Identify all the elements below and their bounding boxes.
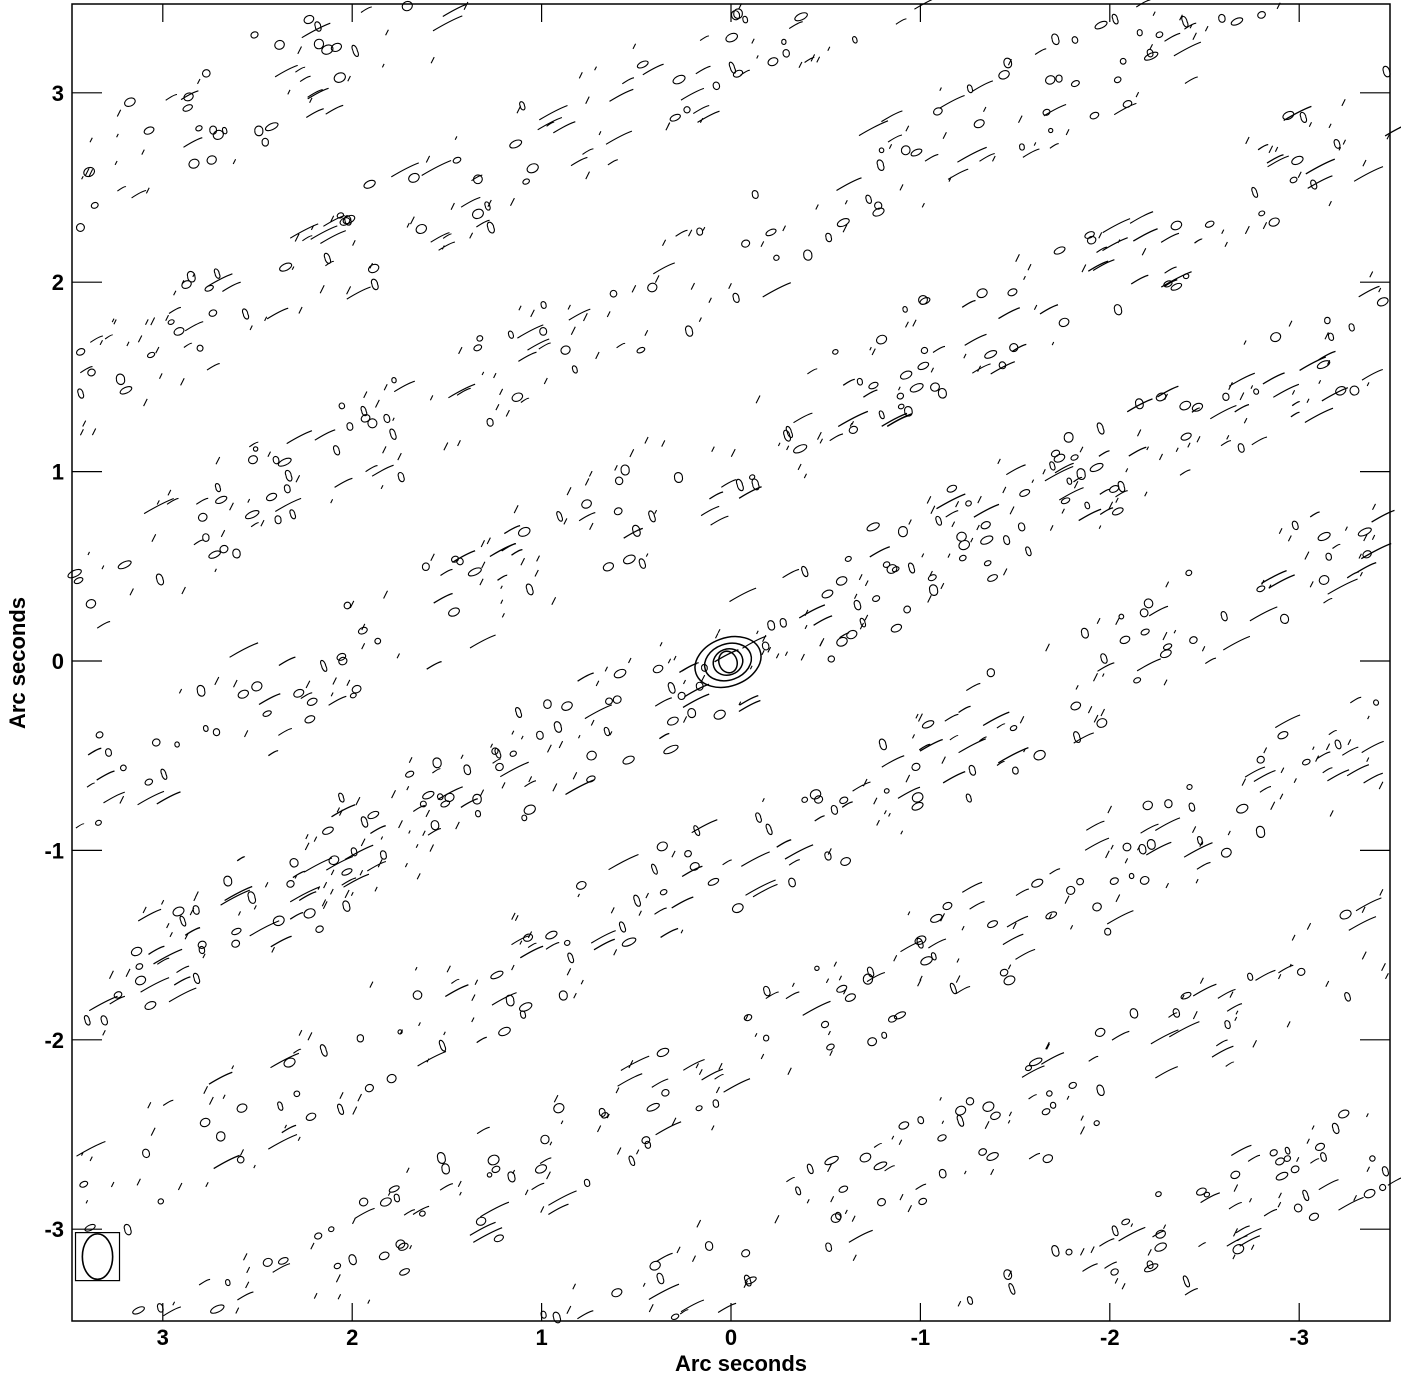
y-tick-label: -2 bbox=[44, 1028, 64, 1053]
x-axis-title: Arc seconds bbox=[675, 1351, 807, 1376]
x-tick-label: 2 bbox=[346, 1325, 358, 1350]
x-tick-label: -3 bbox=[1289, 1325, 1309, 1350]
x-tick-label: -1 bbox=[911, 1325, 931, 1350]
plot-frame bbox=[72, 4, 1390, 1321]
sidelobe-contours bbox=[68, 0, 1401, 1323]
y-tick-label: 3 bbox=[52, 81, 64, 106]
peak-contour bbox=[688, 628, 768, 696]
source-peak bbox=[688, 628, 768, 696]
y-tick-label: -3 bbox=[44, 1217, 64, 1242]
contour-layer bbox=[68, 0, 1401, 1323]
y-axis-ticks: 3 2 1 0 -1 -2 -3 bbox=[44, 81, 1390, 1242]
x-tick-label: 0 bbox=[725, 1325, 737, 1350]
beam-box bbox=[76, 1233, 120, 1281]
beam-ellipse bbox=[82, 1234, 112, 1279]
y-tick-label: 2 bbox=[52, 270, 64, 295]
x-tick-label: 3 bbox=[157, 1325, 169, 1350]
y-tick-label: 0 bbox=[52, 649, 64, 674]
x-tick-label: -2 bbox=[1100, 1325, 1120, 1350]
x-tick-label: 1 bbox=[535, 1325, 547, 1350]
y-axis-title: Arc seconds bbox=[5, 597, 30, 729]
x-axis-ticks: 3 2 1 0 -1 -2 -3 bbox=[157, 4, 1309, 1350]
y-tick-label: 1 bbox=[52, 460, 64, 485]
y-tick-label: -1 bbox=[44, 838, 64, 863]
